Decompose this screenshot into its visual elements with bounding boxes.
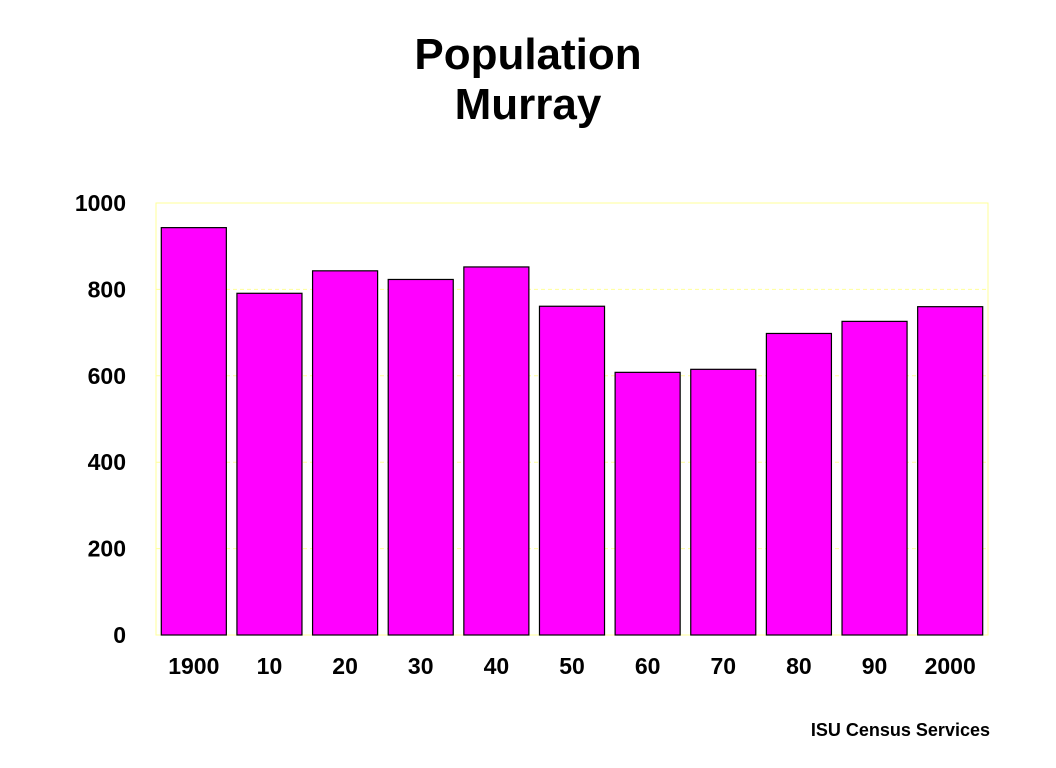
x-axis-ticks: 1900 10 20 30 40 50 60 70 80 90 2000 — [168, 653, 976, 679]
x-tick-label-1900: 1900 — [168, 653, 219, 679]
source-note: ISU Census Services — [810, 720, 990, 740]
y-axis-ticks: 0 200 400 600 800 1000 — [75, 190, 126, 648]
y-tick-label-800: 800 — [88, 276, 126, 302]
x-tick-label-80: 80 — [786, 653, 812, 679]
bar-70 — [690, 368, 757, 636]
x-tick-label-50: 50 — [559, 653, 585, 679]
bar-60 — [614, 371, 681, 636]
y-tick-label-600: 600 — [88, 363, 126, 389]
chart-title: Population Murray — [0, 30, 1056, 130]
x-tick-label-40: 40 — [484, 653, 510, 679]
x-tick-label-90: 90 — [862, 653, 888, 679]
bar-10 — [236, 292, 303, 636]
x-tick-label-30: 30 — [408, 653, 434, 679]
y-tick-label-200: 200 — [88, 536, 126, 562]
x-tick-label-20: 20 — [332, 653, 358, 679]
x-tick-label-70: 70 — [710, 653, 736, 679]
chart-title-line-2: Murray — [454, 80, 602, 129]
bar-40 — [463, 266, 530, 636]
x-tick-label-60: 60 — [635, 653, 661, 679]
x-tick-label-2000: 2000 — [925, 653, 976, 679]
x-tick-label-10: 10 — [257, 653, 283, 679]
bar-30 — [387, 278, 454, 636]
y-tick-label-0: 0 — [113, 622, 126, 648]
chart-title-line-1: Population — [414, 30, 642, 79]
bar-20 — [311, 270, 379, 636]
bar-2000 — [917, 306, 984, 636]
bar-1900 — [160, 227, 227, 636]
bar-50 — [538, 305, 606, 636]
bars-layer — [160, 227, 984, 636]
bar-80 — [765, 332, 833, 636]
y-tick-label-400: 400 — [88, 449, 126, 475]
bar-90 — [841, 320, 908, 636]
y-tick-label-1000: 1000 — [75, 190, 126, 216]
